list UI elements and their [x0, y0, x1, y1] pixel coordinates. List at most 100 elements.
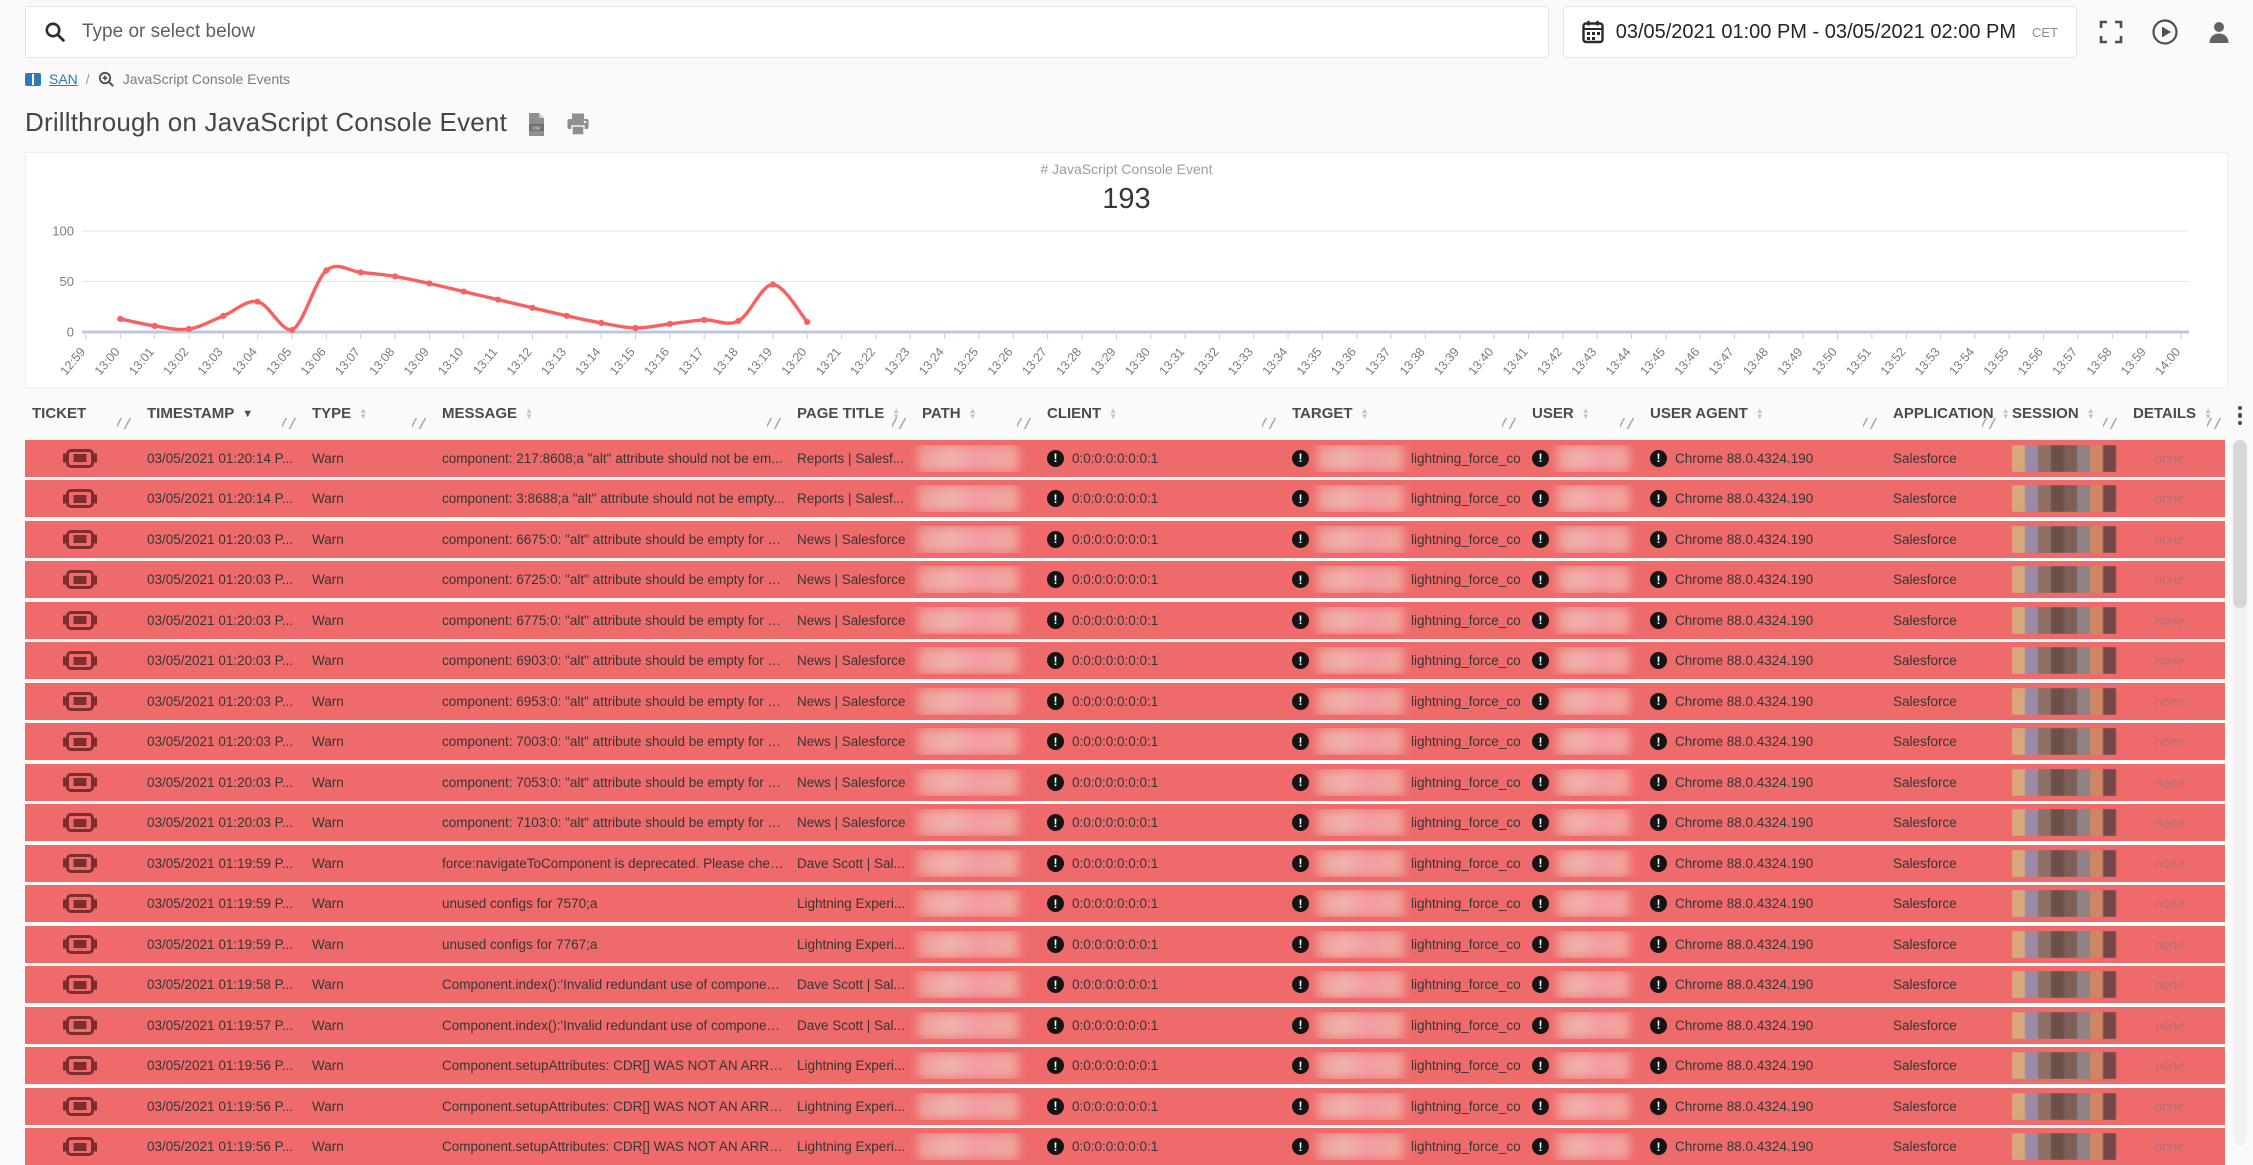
column-header-client[interactable]: CLIENT ▲ ▼ — [1035, 405, 1280, 430]
table-options-menu-button[interactable] — [2236, 404, 2245, 428]
info-icon[interactable]: ! — [1650, 611, 1667, 629]
info-icon[interactable]: ! — [1532, 449, 1549, 467]
column-header-message[interactable]: MESSAGE ▲ ▼ — [430, 405, 785, 430]
info-icon[interactable]: ! — [1532, 976, 1549, 994]
ticket-icon[interactable] — [66, 1015, 94, 1035]
info-icon[interactable]: ! — [1292, 773, 1309, 791]
info-icon[interactable]: ! — [1650, 1057, 1667, 1075]
date-range-picker[interactable]: 03/05/2021 01:00 PM - 03/05/2021 02:00 P… — [1562, 6, 2077, 58]
info-icon[interactable]: ! — [1292, 1016, 1309, 1034]
info-icon[interactable]: ! — [1532, 530, 1549, 548]
sort-icon[interactable]: ▲ ▼ — [2204, 405, 2212, 421]
info-icon[interactable]: ! — [1047, 449, 1064, 467]
column-header-user-agent[interactable]: USER AGENT ▲ ▼ — [1638, 405, 1881, 430]
info-icon[interactable]: ! — [1047, 1097, 1064, 1115]
info-icon[interactable]: ! — [1650, 773, 1667, 791]
info-icon[interactable]: ! — [1047, 1138, 1064, 1156]
table-row[interactable]: 03/05/2021 01:20:03 P... Warn component: 7… — [25, 763, 2225, 801]
table-row[interactable]: 03/05/2021 01:19:58 P... Warn Component.in… — [25, 966, 2225, 1004]
info-icon[interactable]: ! — [1292, 814, 1309, 832]
info-icon[interactable]: ! — [1047, 530, 1064, 548]
column-header-type[interactable]: TYPE ▲ ▼ — [300, 405, 430, 430]
column-resize-handle[interactable] — [1017, 418, 1031, 430]
table-row[interactable]: 03/05/2021 01:19:56 P... Warn Component.se… — [25, 1128, 2225, 1165]
info-icon[interactable]: ! — [1532, 814, 1549, 832]
scrollbar-thumb[interactable] — [2233, 439, 2247, 608]
info-icon[interactable]: ! — [1532, 733, 1549, 751]
info-icon[interactable]: ! — [1532, 692, 1549, 710]
ticket-icon[interactable] — [66, 529, 94, 549]
column-resize-handle[interactable] — [2207, 418, 2221, 430]
info-icon[interactable]: ! — [1532, 854, 1549, 872]
ticket-icon[interactable] — [66, 1137, 94, 1157]
info-icon[interactable]: ! — [1650, 571, 1667, 589]
sort-icon[interactable]: ▲ ▼ — [1109, 405, 1118, 421]
ticket-icon[interactable] — [66, 975, 94, 995]
column-header-page-title[interactable]: PAGE TITLE ▲ ▼ — [785, 405, 910, 430]
sort-icon[interactable]: ▲ ▼ — [1581, 405, 1590, 421]
ticket-icon[interactable] — [66, 610, 94, 630]
info-icon[interactable]: ! — [1292, 692, 1309, 710]
info-icon[interactable]: ! — [1292, 1057, 1309, 1075]
info-icon[interactable]: ! — [1047, 692, 1064, 710]
info-icon[interactable]: ! — [1650, 1138, 1667, 1156]
info-icon[interactable]: ! — [1532, 611, 1549, 629]
info-icon[interactable]: ! — [1532, 1097, 1549, 1115]
info-icon[interactable]: ! — [1292, 976, 1309, 994]
info-icon[interactable]: ! — [1292, 1138, 1309, 1156]
table-row[interactable]: 03/05/2021 01:20:03 P... Warn component: 7… — [25, 723, 2225, 761]
info-icon[interactable]: ! — [1047, 652, 1064, 670]
info-icon[interactable]: ! — [1047, 935, 1064, 953]
info-icon[interactable]: ! — [1532, 773, 1549, 791]
info-icon[interactable]: ! — [1292, 611, 1309, 629]
sort-icon[interactable]: ▲ ▼ — [525, 405, 533, 421]
ticket-icon[interactable] — [66, 1056, 94, 1076]
info-icon[interactable]: ! — [1650, 976, 1667, 994]
table-row[interactable]: 03/05/2021 01:19:56 P... Warn Component.se… — [25, 1047, 2225, 1085]
column-header-session[interactable]: SESSION ▲ ▼ — [2000, 405, 2121, 430]
info-icon[interactable]: ! — [1532, 571, 1549, 589]
ticket-icon[interactable] — [66, 1096, 94, 1116]
column-resize-handle[interactable] — [412, 418, 426, 430]
info-icon[interactable]: ! — [1292, 935, 1309, 953]
info-icon[interactable]: ! — [1532, 1057, 1549, 1075]
ticket-icon[interactable] — [66, 651, 94, 671]
ticket-icon[interactable] — [66, 934, 94, 954]
info-icon[interactable]: ! — [1292, 530, 1309, 548]
fullscreen-button[interactable] — [2091, 12, 2131, 52]
sort-icon[interactable]: ▲ ▼ — [2086, 405, 2095, 421]
info-icon[interactable]: ! — [1047, 814, 1064, 832]
info-icon[interactable]: ! — [1532, 1138, 1549, 1156]
info-icon[interactable]: ! — [1047, 490, 1064, 508]
info-icon[interactable]: ! — [1650, 449, 1667, 467]
info-icon[interactable]: ! — [1650, 490, 1667, 508]
column-resize-handle[interactable] — [1863, 418, 1877, 430]
column-header-user[interactable]: USER ▲ ▼ — [1520, 405, 1638, 430]
sort-icon[interactable]: ▲ ▼ — [1755, 405, 1764, 421]
table-row[interactable]: 03/05/2021 01:19:59 P... Warn unused confi… — [25, 885, 2225, 923]
info-icon[interactable]: ! — [1650, 1097, 1667, 1115]
column-header-path[interactable]: PATH ▲ ▼ — [910, 405, 1035, 430]
table-row[interactable]: 03/05/2021 01:19:57 P... Warn Component.in… — [25, 1006, 2225, 1044]
info-icon[interactable]: ! — [1047, 571, 1064, 589]
info-icon[interactable]: ! — [1292, 652, 1309, 670]
info-icon[interactable]: ! — [1292, 490, 1309, 508]
info-icon[interactable]: ! — [1047, 733, 1064, 751]
column-resize-handle[interactable] — [282, 418, 296, 430]
play-button[interactable] — [2145, 12, 2185, 52]
sort-desc-icon[interactable]: ▼ — [242, 407, 254, 420]
column-header-application[interactable]: APPLICATION ▲ ▼ — [1881, 405, 2009, 430]
search-input[interactable] — [80, 20, 1530, 44]
info-icon[interactable]: ! — [1292, 854, 1309, 872]
info-icon[interactable]: ! — [1047, 976, 1064, 994]
column-header-target[interactable]: TARGET ▲ ▼ — [1280, 405, 1520, 430]
table-row[interactable]: 03/05/2021 01:20:03 P... Warn component: 6… — [25, 561, 2225, 599]
table-row[interactable]: 03/05/2021 01:20:14 P... Warn component: 2… — [25, 439, 2225, 477]
info-icon[interactable]: ! — [1650, 733, 1667, 751]
global-search[interactable] — [25, 6, 1549, 58]
ticket-icon[interactable] — [66, 853, 94, 873]
table-row[interactable]: 03/05/2021 01:20:03 P... Warn component: 6… — [25, 642, 2225, 680]
column-header-timestamp[interactable]: TIMESTAMP ▼ — [135, 405, 300, 430]
info-icon[interactable]: ! — [1292, 571, 1309, 589]
table-row[interactable]: 03/05/2021 01:20:03 P... Warn component: 6… — [25, 601, 2225, 639]
